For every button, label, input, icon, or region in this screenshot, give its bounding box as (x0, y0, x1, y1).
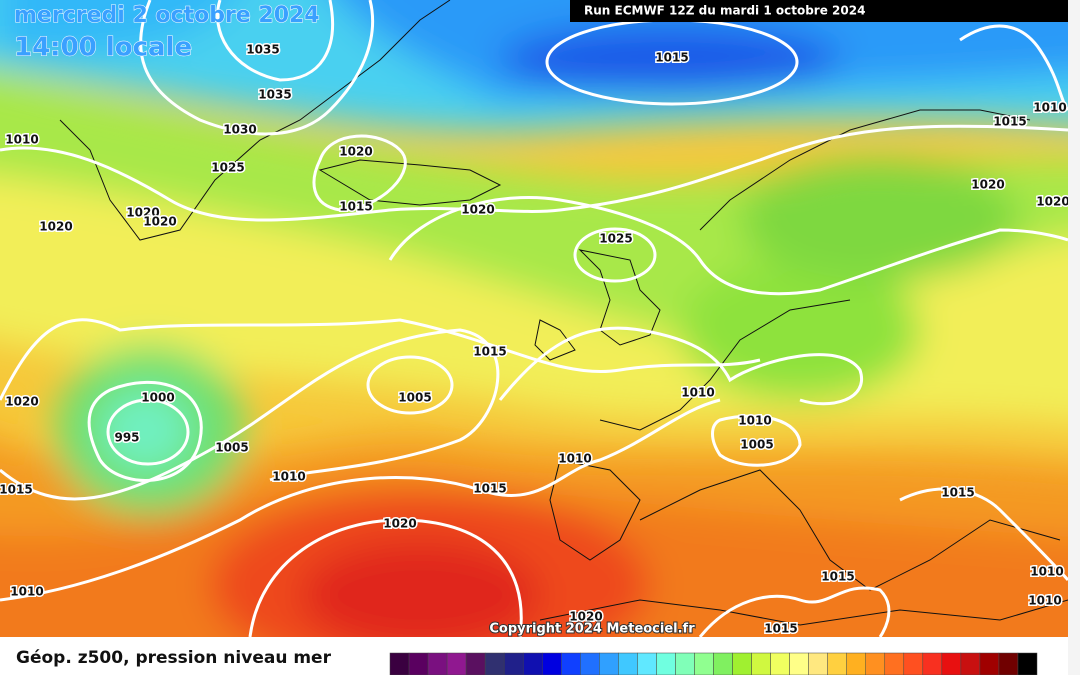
color-swatch (599, 652, 619, 675)
isobar-label: 1020 (971, 178, 1004, 192)
isobar-label: 1020 (569, 610, 602, 624)
color-swatch (960, 652, 981, 675)
color-swatch (903, 652, 924, 675)
map-time: 14:00 locale (14, 33, 192, 63)
isobar-label: 1010 (1028, 594, 1061, 608)
color-swatch (808, 652, 828, 675)
isobar-label: 1020 (126, 206, 159, 220)
isobar-label: 1020 (339, 145, 372, 159)
coastlines (59, 0, 1068, 626)
isobar-label: 1010 (558, 452, 591, 466)
isobar-label: 1000 (141, 391, 174, 405)
isobar-label: 1015 (993, 115, 1026, 129)
isobar-label: 1015 (0, 483, 33, 497)
isobar-label: 1020 (461, 203, 494, 217)
isobar-label: 1035 (258, 88, 291, 102)
color-swatch (979, 652, 1000, 675)
color-swatch (846, 652, 866, 675)
isobar-label: 1015 (764, 622, 797, 636)
color-swatch (522, 652, 543, 675)
color-swatch (446, 652, 467, 675)
isobar-label: 1010 (10, 585, 43, 599)
color-scale (389, 652, 1038, 675)
color-swatch (465, 652, 486, 675)
isobars (0, 0, 1068, 637)
isobar-label: 1010 (1033, 101, 1066, 115)
color-swatch (694, 652, 714, 675)
color-swatch (580, 652, 600, 675)
color-swatch (675, 652, 695, 675)
isobar-label: 1015 (473, 482, 506, 496)
isobar-label: 1025 (211, 161, 244, 175)
isobar-label: 1010 (272, 470, 305, 484)
isobar-label: 1015 (655, 51, 688, 65)
isobar-label: 1015 (821, 570, 854, 584)
color-swatch (713, 652, 733, 675)
isobar-label: 1010 (681, 386, 714, 400)
color-swatch (503, 652, 524, 675)
color-swatch (998, 652, 1019, 675)
color-swatch (637, 652, 657, 675)
run-info: Run ECMWF 12Z du mardi 1 octobre 2024 (584, 4, 865, 18)
scroll-strip (1068, 0, 1080, 675)
color-swatch (827, 652, 847, 675)
color-swatch (389, 652, 410, 675)
isobar-label: 1005 (398, 391, 431, 405)
color-swatch (1017, 652, 1038, 675)
color-swatch (408, 652, 429, 675)
isobar-label: 1035 (246, 43, 279, 57)
copyright: Copyright 2024 Meteociel.fr (489, 622, 695, 637)
isobar-label: 1015 (339, 200, 372, 214)
legend-title: Géop. z500, pression niveau mer (16, 648, 332, 668)
isobar-label: 1010 (738, 414, 771, 428)
isobar-label: 1005 (740, 438, 773, 452)
isobar-label: 1020 (39, 220, 72, 234)
isobar-label: 1030 (223, 123, 256, 137)
color-swatch (656, 652, 676, 675)
run-banner (570, 0, 1068, 22)
color-swatch (427, 652, 448, 675)
isobar-label: 1010 (1030, 565, 1063, 579)
color-swatch (732, 652, 752, 675)
isobar-label: 1015 (941, 486, 974, 500)
isobar-label: 1010 (5, 133, 38, 147)
color-swatch (561, 652, 581, 675)
isobar-label: 1005 (215, 441, 248, 455)
color-swatch (941, 652, 962, 675)
isobar-label: 1025 (599, 232, 632, 246)
isobar-label: 1020 (1036, 195, 1069, 209)
color-swatch (618, 652, 638, 675)
color-swatch (770, 652, 790, 675)
color-swatch (884, 652, 905, 675)
isobar-label: 1020 (383, 517, 416, 531)
color-swatch (541, 652, 562, 675)
isobar-label: 1020 (143, 215, 176, 229)
map-date: mercredi 2 octobre 2024 (14, 3, 320, 28)
isobar-labels: 1035 1035 1030 1025 1020 1015 1020 1015 1010 1015… (0, 41, 1069, 637)
color-swatch (789, 652, 809, 675)
color-swatch (484, 652, 505, 675)
color-swatch (751, 652, 771, 675)
isobar-label: 1020 (5, 395, 38, 409)
isobar-label: 995 (114, 431, 139, 445)
isobar-label: 1015 (473, 345, 506, 359)
color-swatch (865, 652, 886, 675)
color-swatch (922, 652, 943, 675)
